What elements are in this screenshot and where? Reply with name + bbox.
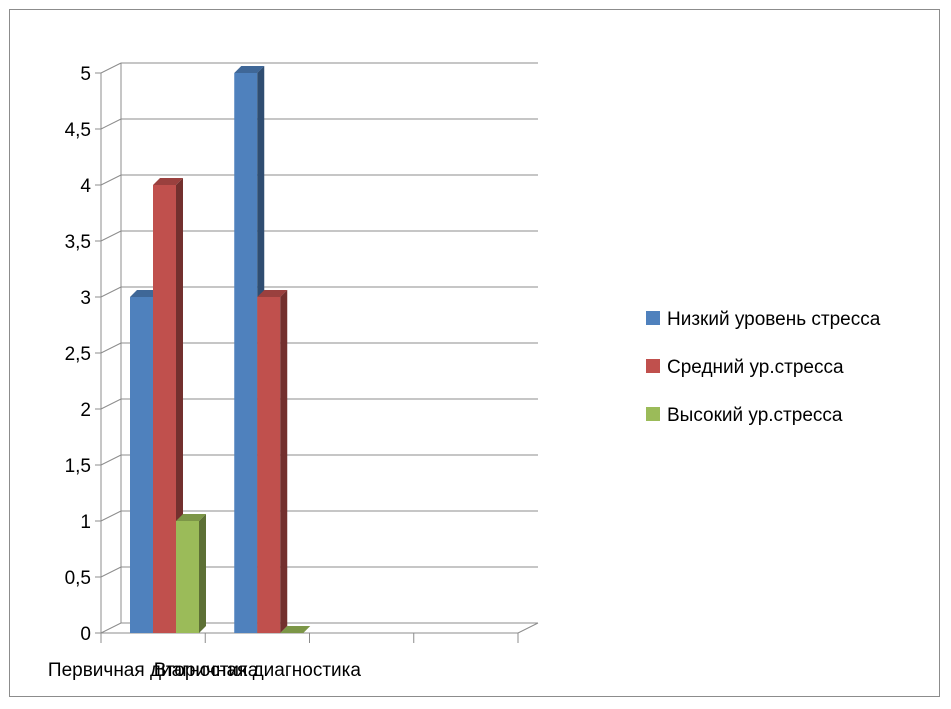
gridline-side — [100, 566, 122, 578]
y-axis-tick-labels: 0 0,5 1 1,5 2 2,5 3 3,5 4 4,5 5 — [65, 64, 92, 645]
bar-front — [234, 73, 258, 633]
y-tick-label: 2 — [80, 400, 91, 421]
bar-top — [234, 66, 265, 73]
bar-top — [280, 626, 311, 633]
bar-front — [130, 297, 153, 633]
y-tick-label: 5 — [80, 64, 91, 85]
bar-top — [130, 290, 160, 297]
gridline-side — [100, 398, 122, 410]
gridline-side — [100, 174, 122, 186]
legend-swatch — [646, 407, 660, 421]
x-category-label: Вторичная диагностика — [154, 660, 362, 681]
bar-top — [176, 514, 206, 521]
y-tick-label: 3,5 — [65, 232, 91, 253]
bar — [176, 514, 206, 633]
bar-front — [153, 185, 176, 633]
gridline-side — [100, 454, 122, 466]
y-tick-label: 4,5 — [65, 120, 91, 141]
bar-top — [153, 178, 183, 185]
bar-front — [176, 521, 199, 633]
gridline-side — [100, 286, 122, 298]
y-tick-label: 0 — [80, 624, 91, 645]
gridline-side — [100, 118, 122, 130]
y-tick-label: 4 — [80, 176, 91, 197]
y-tick-label: 3 — [80, 288, 91, 309]
bar-top — [257, 290, 288, 297]
y-tick-label: 1,5 — [65, 456, 91, 477]
bar-side — [280, 290, 288, 633]
legend-swatch — [646, 359, 660, 373]
gridline-side — [100, 62, 122, 74]
bar-front — [257, 297, 281, 633]
y-tick-label: 2,5 — [65, 344, 91, 365]
gridline-side — [100, 622, 122, 634]
y-tick-label: 1 — [80, 512, 91, 533]
legend-label: Высокий ур.стресса — [667, 405, 843, 426]
gridline-side — [100, 230, 122, 242]
gridline-side — [100, 342, 122, 354]
floor-edge — [517, 622, 539, 634]
legend-swatch — [646, 311, 660, 325]
bar-side — [199, 514, 206, 633]
x-category-label: Первичная диагностика — [48, 660, 259, 681]
legend-label: Низкий уровень стресса — [667, 309, 881, 330]
bar — [257, 290, 288, 633]
bar — [280, 626, 311, 633]
legend-label: Средний ур.стресса — [667, 357, 844, 378]
gridline-side — [100, 510, 122, 522]
bars — [130, 66, 311, 633]
y-tick-label: 0,5 — [65, 568, 91, 589]
legend: Низкий уровень стресса Средний ур.стресса… — [646, 309, 881, 426]
